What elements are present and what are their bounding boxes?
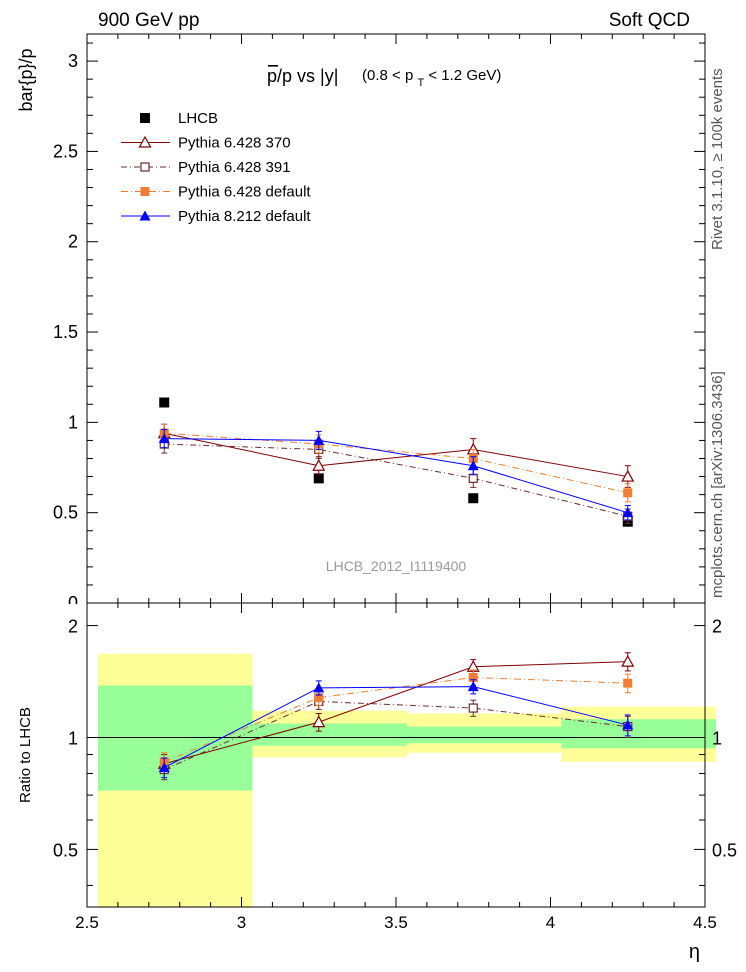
ratio-y-tick-label-right: 1 [712,728,722,748]
title-range-b: < 1.2 GeV) [428,67,501,84]
ratio-y-tick-label-right: 0.5 [712,840,737,860]
legend-label-2: Pythia 6.428 391 [178,159,291,176]
legend-label-3: Pythia 6.428 default [178,184,311,201]
main-ylabel: bar{p}/p [16,48,36,111]
title-range-sub: T [417,77,424,89]
title-range-a: (0.8 < p [362,67,413,84]
legend-marker-1 [138,135,152,148]
ratio-point-2 [468,672,478,682]
zero-label-mask [60,604,84,612]
header-energy-label: 900 GeV pp [98,10,199,31]
title-range: (0.8 < p T < 1.2 GeV) [362,67,501,90]
y-tick-label: 1 [68,412,78,432]
x-axis-label: η [689,941,700,963]
main-plot: 0.5 1 1.5 2 2.5 3 0 [53,33,706,613]
ratio-point-2 [314,693,324,703]
x-tick-label: 4.5 [693,913,717,932]
legend-marker-3 [140,187,150,196]
title-main: p/p vs |y| [267,66,338,86]
ratio-point-3 [622,719,634,730]
main-point-4 [158,433,170,444]
ratio-ylabel: Ratio to LHCB [17,707,34,803]
main-point-0 [159,397,170,408]
ratio-point-0 [621,654,635,667]
main-point-4 [622,507,634,518]
rivet-label: Rivet 3.1.10, ≥ 100k events [709,68,726,250]
legend-label-4: Pythia 8.212 default [178,208,311,225]
legend-label-0: LHCB [178,110,218,127]
y-tick-label-zero: 0 [68,593,78,613]
header-process-label: Soft QCD [609,10,690,31]
band-green-0 [98,685,253,791]
legend-marker-0 [140,113,150,123]
title-pbar-overline [268,65,278,67]
main-point-1 [312,458,326,471]
ratio-point-3 [313,682,325,693]
x-tick-label: 4 [546,913,555,932]
main-point-3 [623,488,633,498]
band-green-1 [252,723,407,746]
main-point-2 [468,473,478,483]
ratio-line-3 [164,686,628,769]
ratio-y-tick-label-right: 2 [712,617,722,637]
ratio-y-tick-label: 2 [68,617,78,637]
y-tick-label: 3 [68,51,78,71]
y-tick-label: 2 [68,232,78,252]
ratio-plot: 2.5 3 3.5 4 4.5 0.5 0.5 1 1 2 2 [53,602,737,932]
x-tick-label: 3.5 [384,913,408,932]
ratio-line-0 [164,661,628,765]
ratio-point-2 [623,678,633,688]
main-line-2 [164,443,628,517]
main-point-1 [621,469,635,482]
ratio-point-3 [158,762,170,773]
band-green-3 [561,719,716,749]
main-line-4 [164,438,628,514]
ratio-point-0 [312,715,326,728]
legend-label-1: Pythia 6.428 370 [178,135,291,152]
x-tick-label: 3 [237,913,246,932]
main-point-4 [467,460,479,471]
band-green-2 [407,726,562,744]
main-point-4 [313,434,325,445]
main-point-0 [468,493,479,504]
main-line-1 [164,432,628,478]
main-line-3 [164,432,628,494]
y-tick-label: 1.5 [53,322,78,342]
legend-marker-2 [140,162,150,172]
main-point-0 [313,473,324,484]
ratio-y-tick-label: 0.5 [53,840,78,860]
watermark: LHCB_2012_I1119400 [326,558,467,574]
y-tick-label: 2.5 [53,141,78,161]
y-tick-label: 0.5 [53,503,78,523]
main-title: p/p vs |y| (0.8 < p T < 1.2 GeV) [267,65,501,90]
mcplots-label: mcplots.cern.ch [arXiv:1306.3436] [709,371,726,598]
x-tick-label: 2.5 [75,913,99,932]
legend: LHCB Pythia 6.428 370 Pythia 6.428 391 Pyth… [121,110,311,225]
legend-marker-4 [139,210,151,221]
ratio-y-tick-label: 1 [68,728,78,748]
ratio-point-1 [468,703,478,713]
ratio-point-3 [467,681,479,692]
